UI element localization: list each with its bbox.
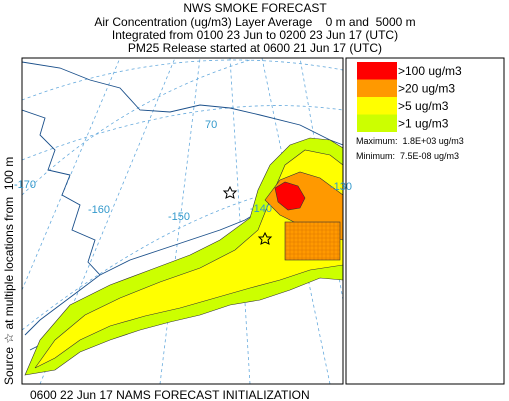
graticule-label: -160 [88,204,110,216]
legend-swatch [357,114,397,132]
legend-label: >5 ug/m3 [398,99,449,113]
map-frame [21,57,344,385]
minimum: Minimum: 7.5E-08 ug/m3 [356,151,459,161]
graticule-label: -130 [330,181,352,193]
plume-gt100 [274,181,306,211]
legend-frame [345,57,505,385]
map [22,58,343,384]
title: NWS SMOKE FORECAST [183,1,327,15]
graticule-label: -170 [14,179,36,191]
legend-label: >100 ug/m3 [398,64,462,78]
legend-swatch [357,97,397,115]
legend-swatch [357,79,397,97]
side-label: Source ☆ at multiple locations from 100 … [2,157,16,385]
legend-label: >20 ug/m3 [398,81,455,95]
subtitle: PM25 Release started at 0600 21 Jun 17 (… [128,41,382,55]
subtitle: Air Concentration (ug/m3) Layer Average … [94,15,415,29]
footer: 0600 22 Jun 17 NAMS FORECAST INITIALIZAT… [30,388,310,401]
maximum: Maximum: 1.8E+03 ug/m3 [356,136,464,146]
graticule-label: 70 [205,119,217,131]
source-markers [222,185,273,245]
graticule-label: -150 [168,211,190,223]
legend-swatch [357,62,397,80]
graticule-label: -140 [250,203,272,215]
coastline [22,61,343,351]
plume-gt20-hatched [284,221,341,261]
subtitle: Integrated from 0100 23 Jun to 0200 23 J… [112,28,398,42]
legend: >100 ug/m3 >20 ug/m3 >5 ug/m3 >1 ug/m3 [357,62,462,132]
legend-label: >1 ug/m3 [398,116,449,130]
plume-gt5 [34,149,343,369]
